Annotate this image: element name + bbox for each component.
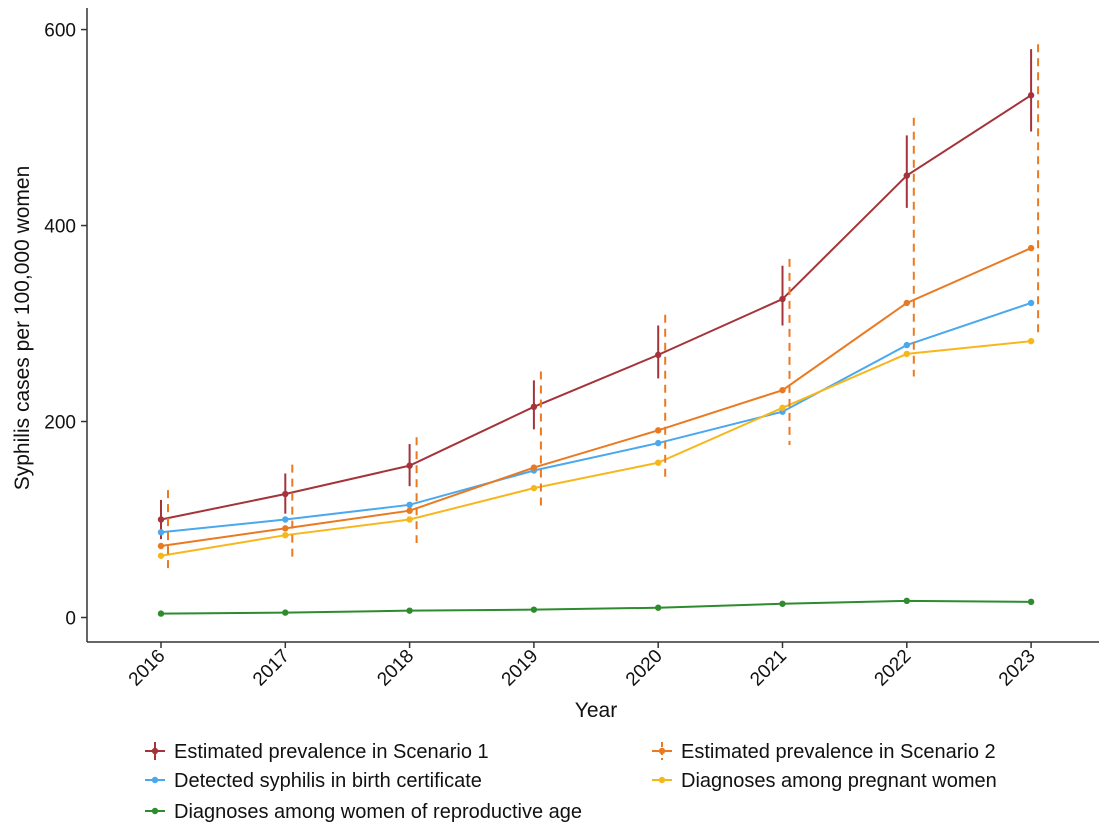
x-axis-title: Year [575,699,617,722]
data-point [157,542,165,550]
data-point [1027,299,1035,307]
legend-label: Estimated prevalence in Scenario 2 [681,741,996,763]
data-point [530,464,538,471]
legend-swatch-point [658,747,666,755]
data-point [282,531,289,539]
data-point [406,516,413,523]
data-point [1027,598,1035,606]
x-tick-label: 2022 [871,646,916,691]
data-point [1027,337,1035,345]
legend-swatch-point [658,776,666,784]
x-tick-label: 2018 [373,646,418,691]
legend-item: Detected syphilis in birth certificate [145,770,482,792]
data-point [1027,244,1035,252]
data-point [406,607,413,614]
data-point [282,525,289,532]
legend-swatch-point [151,747,159,755]
data-point [530,484,538,492]
data-point [282,516,289,523]
legend-label: Diagnoses among women of reproductive ag… [174,801,582,823]
x-tick-label: 2016 [125,646,170,691]
data-point [779,404,786,412]
series-line [160,340,1032,557]
data-point [157,610,165,617]
data-point [903,350,910,358]
series-0 [157,49,1035,540]
data-point [406,462,413,469]
data-point [779,295,786,303]
data-point [1027,92,1035,99]
legend-item: Estimated prevalence in Scenario 2 [652,741,996,763]
data-point [655,459,662,466]
data-point [406,501,413,509]
legend-item: Diagnoses among pregnant women [652,770,997,792]
data-point [903,299,910,307]
legend-swatch-point [151,776,159,784]
x-tick-label: 2021 [746,646,791,691]
data-point [157,516,165,523]
x-axis-ticks: 2016 2017 2018 2019 2020 2021 2022 2023 [125,642,1040,690]
y-axis-ticks: 0 200 400 600 [44,21,87,630]
plot-series [157,44,1040,617]
x-tick-label: 2019 [498,646,543,691]
data-point [779,386,786,394]
y-tick-label: 200 [44,413,76,434]
series-1 [157,44,1040,571]
data-point [157,529,165,536]
data-point [406,507,413,514]
legend-label: Diagnoses among pregnant women [681,770,997,792]
series-4 [157,597,1035,617]
data-point [282,490,289,498]
data-point [655,439,662,447]
legend-label: Detected syphilis in birth certificate [174,770,482,792]
data-point [903,597,910,605]
series-2 [157,299,1035,536]
series-line [160,302,1032,534]
legend-item: Diagnoses among women of reproductive ag… [145,801,582,823]
data-point [157,552,165,559]
legend: Estimated prevalence in Scenario 1 Estima… [145,741,997,823]
data-point [282,609,289,616]
y-tick-label: 600 [44,21,76,42]
legend-swatch-point [151,807,159,815]
y-tick-label: 400 [44,217,76,238]
data-point [903,172,910,179]
series-line [160,247,1032,547]
series-line [160,94,1032,521]
x-tick-label: 2017 [249,646,294,691]
x-tick-label: 2023 [995,646,1040,691]
series-line [160,599,1032,615]
series-3 [157,337,1035,559]
data-point [655,427,662,434]
data-point [779,600,786,607]
data-point [530,403,538,411]
data-point [903,341,910,349]
data-point [655,604,662,611]
data-point [530,606,538,613]
y-axis-title: Syphilis cases per 100,000 women [11,166,34,491]
legend-item: Estimated prevalence in Scenario 1 [145,741,489,763]
data-point [655,351,662,359]
legend-label: Estimated prevalence in Scenario 1 [174,741,489,763]
y-tick-label: 0 [65,609,76,630]
x-tick-label: 2020 [622,646,667,691]
